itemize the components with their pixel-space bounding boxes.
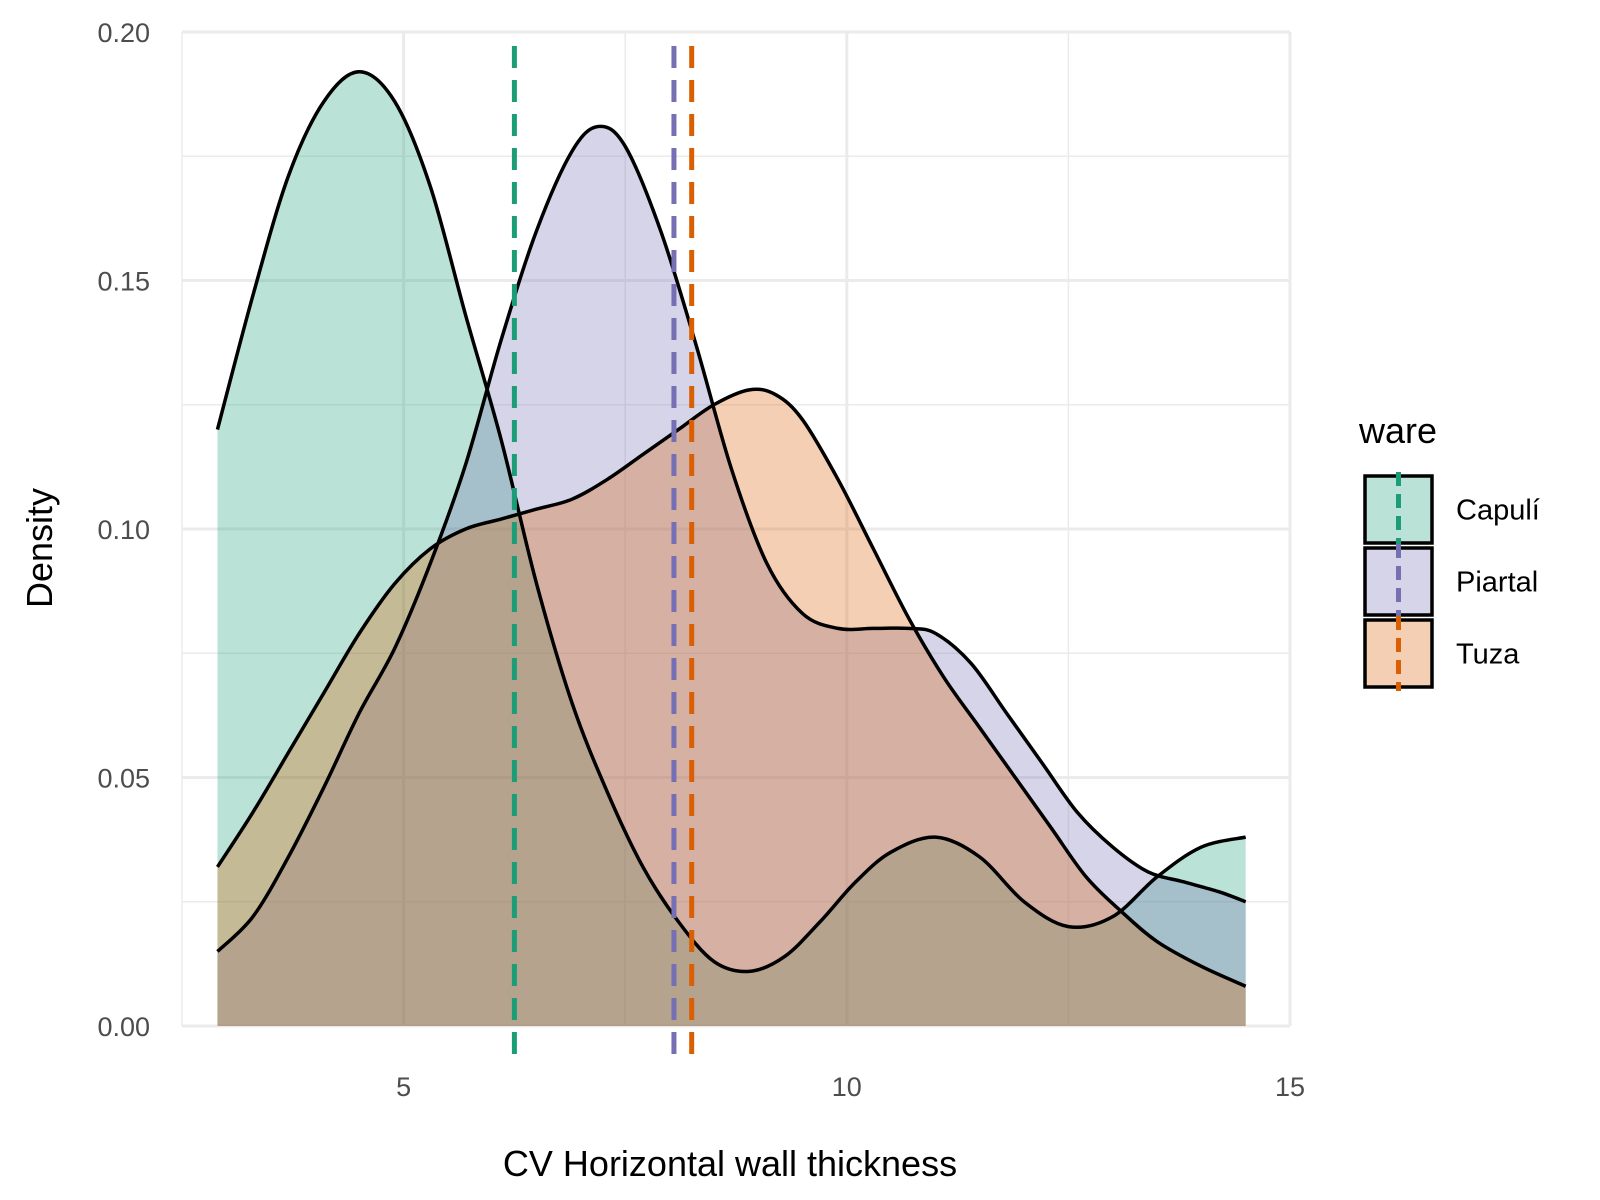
- x-tick-label: 15: [1275, 1072, 1305, 1102]
- density-curve-capul: [215, 70, 1247, 974]
- x-tick-label: 10: [832, 1072, 862, 1102]
- density-outlines: [215, 70, 1247, 988]
- legend-key-swatch: [1363, 546, 1434, 617]
- legend-title: ware: [1358, 410, 1437, 451]
- density-curve-tuza: [215, 387, 1247, 988]
- y-tick-label: 0.05: [97, 764, 150, 794]
- y-tick-label: 0.20: [97, 18, 150, 48]
- y-axis-title: Density: [19, 488, 60, 608]
- legend-label: Piartal: [1456, 567, 1538, 599]
- y-tick-label: 0.15: [97, 267, 150, 297]
- legend-item-tuza: Tuza: [1363, 616, 1520, 691]
- density-curve-piartal: [216, 124, 1247, 953]
- grid-lines: [181, 30, 1292, 1028]
- legend-key-swatch: [1363, 474, 1434, 545]
- legend-key-swatch: [1363, 618, 1434, 689]
- legend-item-capul: Capulí: [1363, 472, 1540, 547]
- x-axis-title: CV Horizontal wall thickness: [503, 1143, 957, 1184]
- x-tick-label: 5: [396, 1072, 411, 1102]
- y-axis-ticks: 0.00 0.05 0.10 0.15 0.20: [97, 18, 150, 1042]
- legend-key-bg: [1365, 476, 1432, 543]
- legend-label: Tuza: [1456, 639, 1520, 671]
- legend-item-piartal: Piartal: [1363, 544, 1538, 619]
- legend-key-bg: [1365, 620, 1432, 687]
- density-area-capul: [217, 71, 1246, 1026]
- legend-label: Capulí: [1456, 495, 1540, 527]
- y-tick-label: 0.10: [97, 515, 150, 545]
- legend: ware Capulí Piartal Tuza: [1358, 410, 1540, 691]
- x-axis-ticks: 5 10 15: [396, 1072, 1305, 1102]
- density-area-piartal: [217, 126, 1246, 1027]
- y-tick-label: 0.00: [97, 1012, 150, 1042]
- legend-key-bg: [1365, 548, 1432, 615]
